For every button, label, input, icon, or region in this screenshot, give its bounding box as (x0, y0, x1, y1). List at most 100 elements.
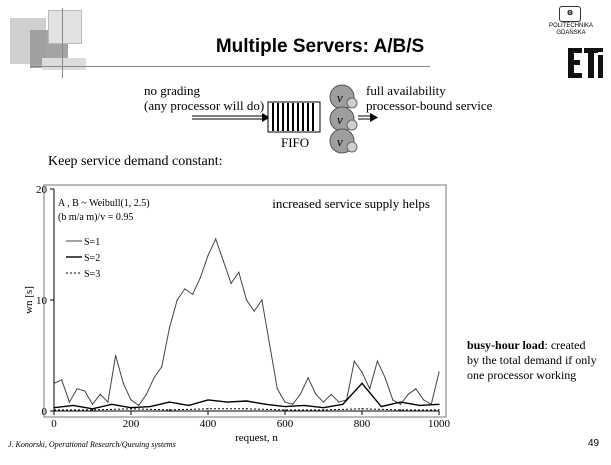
data-point (369, 388, 371, 390)
data-point (399, 401, 402, 403)
y-tick-label: 20 (36, 184, 48, 196)
logo-text: POLITECHNIKA GDAŃSKA (548, 23, 593, 36)
arrow-in-icon (262, 113, 270, 122)
data-point (423, 399, 425, 401)
data-point (153, 377, 155, 379)
legend-label: S=1 (84, 237, 100, 248)
data-point (61, 379, 63, 381)
server-symbol: v (337, 134, 343, 149)
busy-hour-term: busy-hour load (467, 338, 545, 352)
university-seal-icon: ⚙ (559, 6, 581, 22)
data-point (284, 401, 286, 403)
data-point (230, 282, 232, 284)
data-point (384, 377, 386, 379)
data-point (107, 401, 109, 403)
data-point (376, 360, 378, 362)
data-point (168, 401, 171, 403)
data-point (269, 343, 271, 345)
data-point (322, 409, 325, 411)
queue-diagram: v v v (192, 84, 378, 154)
keep-constant-label: Keep service demand constant: (48, 154, 223, 169)
data-point (115, 354, 117, 357)
data-point (168, 327, 171, 329)
data-point (149, 405, 151, 408)
data-point (307, 377, 309, 379)
data-point (322, 401, 325, 403)
data-point (322, 407, 325, 409)
data-point (122, 382, 124, 384)
data-point (315, 393, 317, 395)
data-point (226, 401, 228, 403)
y-tick-label: 0 (42, 406, 48, 418)
data-point (145, 393, 147, 395)
data-point (284, 405, 286, 408)
data-point (215, 238, 217, 240)
data-point (238, 271, 240, 273)
arrow-out-icon (370, 113, 378, 122)
data-point (138, 404, 140, 407)
y-tick-label: 10 (36, 295, 48, 307)
data-point (130, 407, 132, 409)
data-point (392, 399, 394, 401)
decor-square (48, 10, 82, 44)
decor-line (30, 66, 430, 67)
footer-credit: J. Konorski, Operational Research/Queuin… (8, 440, 176, 449)
data-point (130, 399, 132, 401)
data-point (338, 401, 340, 403)
data-point (361, 408, 363, 410)
data-point (253, 310, 255, 312)
chart: 0 200 400 600 800 1000 0 10 20 request, n wn [s] S… (23, 184, 451, 444)
note-full-availability: full availability (366, 83, 446, 98)
x-tick-label: 600 (277, 418, 294, 430)
busy-hour-note: busy-hour load: created by the total dem… (467, 338, 597, 383)
data-point (245, 408, 248, 410)
note-no-grading: no grading (144, 83, 200, 98)
data-point (292, 403, 294, 405)
server-icon (329, 106, 358, 132)
server-symbol: v (337, 112, 343, 127)
busy-hour-description: : created by the total demand if only on… (467, 338, 597, 382)
x-axis-label: request, n (235, 432, 278, 444)
data-point (245, 400, 248, 402)
data-point (399, 409, 402, 411)
data-point (276, 388, 278, 390)
annotation-load: (b m/a m)/v = 0.95 (58, 212, 133, 223)
data-point (207, 399, 209, 401)
chart-frame (43, 184, 447, 418)
data-point (330, 393, 332, 395)
data-point (168, 409, 171, 411)
server-symbol: v (337, 90, 343, 105)
data-point (76, 388, 78, 390)
x-tick-label: 400 (200, 418, 217, 430)
x-tick-label: 200 (123, 418, 140, 430)
x-tick-label: 800 (354, 418, 371, 430)
data-point (192, 293, 194, 296)
data-point (245, 299, 248, 301)
data-point (415, 388, 417, 390)
data-point (407, 393, 409, 395)
data-point (438, 409, 440, 411)
data-point (184, 288, 186, 290)
data-point (353, 360, 355, 362)
data-point (68, 401, 70, 403)
data-point (99, 393, 101, 395)
data-point (265, 403, 267, 405)
data-point (207, 255, 209, 257)
data-point (380, 405, 382, 408)
data-point (91, 409, 94, 411)
data-point (399, 403, 402, 405)
data-point (91, 408, 94, 410)
data-point (72, 404, 74, 407)
annotation-supply: increased service supply helps (272, 196, 430, 211)
slide-title: Multiple Servers: A/B/S (215, 36, 425, 57)
data-point (161, 366, 163, 368)
decor-square (42, 58, 86, 70)
data-point (111, 403, 113, 405)
data-point (342, 403, 344, 405)
annotation-distribution: A , B ~ Weibull(1, 2.5) (58, 198, 150, 209)
data-point (91, 403, 94, 405)
x-tick-label: 1000 (428, 418, 451, 430)
data-point (261, 299, 263, 301)
data-point (361, 371, 363, 373)
